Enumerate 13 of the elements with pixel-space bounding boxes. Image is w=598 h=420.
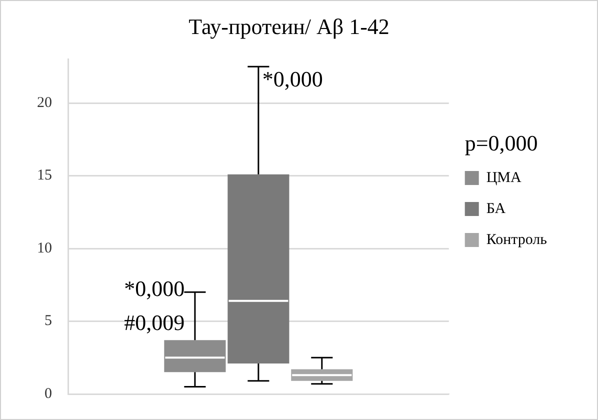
annotation: *0,000 (124, 276, 185, 301)
y-tick-label: 10 (37, 240, 52, 256)
legend-label: Контроль (486, 232, 548, 248)
y-tick-label: 0 (44, 386, 52, 402)
chart-title: Тау-протеин/ Aβ 1-42 (188, 14, 390, 39)
y-tick-label: 20 (37, 94, 52, 111)
legend-label: ЦМА (486, 170, 522, 186)
y-tick-label: 5 (44, 313, 52, 330)
annotation: *0,000 (262, 66, 323, 92)
y-tick-label: 15 (37, 168, 52, 184)
annotation: #0,009 (124, 310, 185, 335)
legend-label: БА (486, 200, 506, 217)
text: p=0,000 (464, 130, 538, 156)
